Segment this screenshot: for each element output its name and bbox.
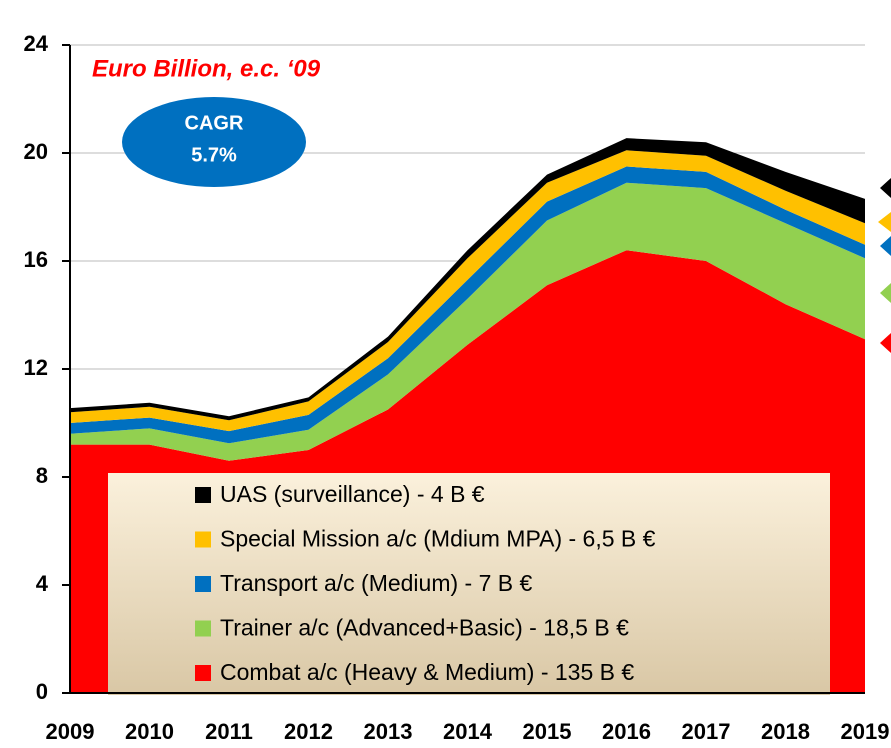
x-tick-label: 2016 [602,719,651,744]
x-tick-label: 2019 [841,719,890,744]
legend-swatch [195,665,211,681]
right-arrows [878,178,891,353]
cagr-value: 5.7% [191,144,237,166]
y-tick-label: 16 [24,247,48,272]
legend-label: Special Mission a/c (Mdium MPA) - 6,5 B … [220,526,656,552]
legend-label: Combat a/c (Heavy & Medium) - 135 B € [220,659,634,685]
legend-swatch [195,620,211,637]
cagr-title: CAGR [185,112,244,134]
x-tick-label: 2012 [284,719,333,744]
legend-label: UAS (surveillance) - 4 B € [220,481,485,507]
legend-swatch [195,531,211,548]
legend-box [108,473,830,695]
area [70,182,865,461]
x-tick-label: 2017 [682,719,731,744]
y-tick-label: 24 [24,31,49,56]
legend-swatch [195,576,211,592]
x-tick-label: 2015 [523,719,572,744]
legend: Combat a/c (Heavy & Medium) - 135 B € Tra… [195,481,656,685]
cagr-bubble [122,97,306,187]
x-tick-label: 2018 [761,719,810,744]
subtitle: Euro Billion, e.c. ‘09 [92,55,321,82]
legend-swatch [195,487,211,503]
y-tick-label: 8 [36,463,48,488]
y-tick-label: 0 [36,679,48,704]
x-tick-label: 2009 [46,719,95,744]
axes: 0 4 8 12 16 20 24 2009 2010 2011 2012 2013 2014 2015 2… [24,31,890,744]
x-tick-label: 2013 [364,719,413,744]
x-tick-label: 2014 [443,719,493,744]
y-tick-label: 20 [24,139,48,164]
x-tick-label: 2011 [205,719,253,744]
y-tick-label: 4 [36,571,49,596]
legend-label: Trainer a/c (Advanced+Basic) - 18,5 B € [220,615,629,641]
y-tick-label: 12 [24,355,48,380]
legend-label: Transport a/c (Medium) - 7 B € [220,570,533,596]
x-tick-label: 2010 [125,719,174,744]
